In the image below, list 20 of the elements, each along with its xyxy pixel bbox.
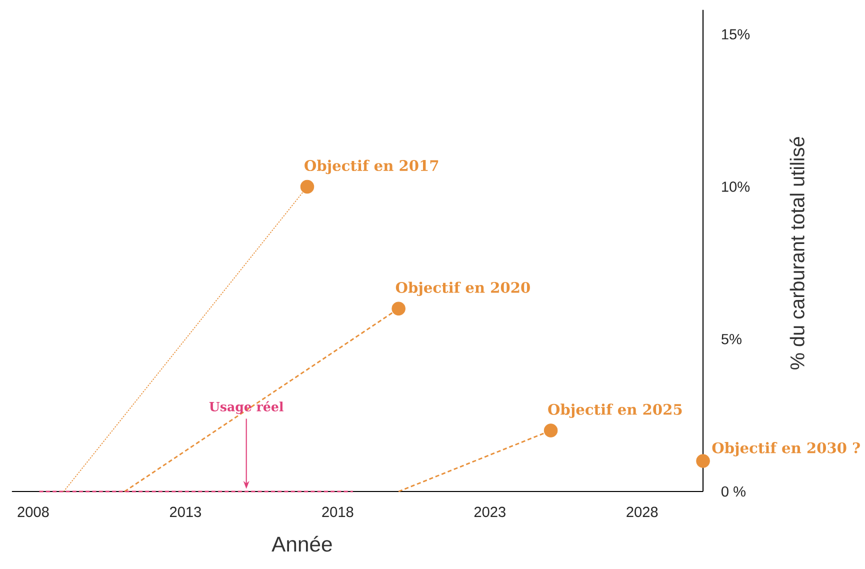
x-tick-label: 2018 <box>322 506 354 518</box>
y-tick-label: 10% <box>722 182 750 192</box>
y-tick-label: 15% <box>722 29 750 40</box>
y-tick-label: 5% <box>722 334 742 344</box>
x-tick-label: 2028 <box>626 506 658 518</box>
annotation: Objectif en 2020 <box>396 282 530 296</box>
x-tick-label: 2008 <box>18 506 49 518</box>
point <box>300 180 314 194</box>
point <box>696 454 710 468</box>
point <box>544 424 558 438</box>
annotation: Objectif en 2017 <box>304 160 438 174</box>
x-axis-title: Année <box>272 536 332 552</box>
x-tick-label: 2013 <box>170 506 201 518</box>
annotation: Objectif en 2025 <box>548 404 682 418</box>
x-tick-label: 2023 <box>474 506 506 518</box>
point <box>392 302 406 316</box>
annotation: Usage réel <box>209 401 284 414</box>
y-tick-label: 0 % <box>721 486 746 497</box>
annotation: Objectif en 2030 ? <box>712 442 860 456</box>
y-axis-title: % du carburant total utilisé <box>790 137 804 370</box>
